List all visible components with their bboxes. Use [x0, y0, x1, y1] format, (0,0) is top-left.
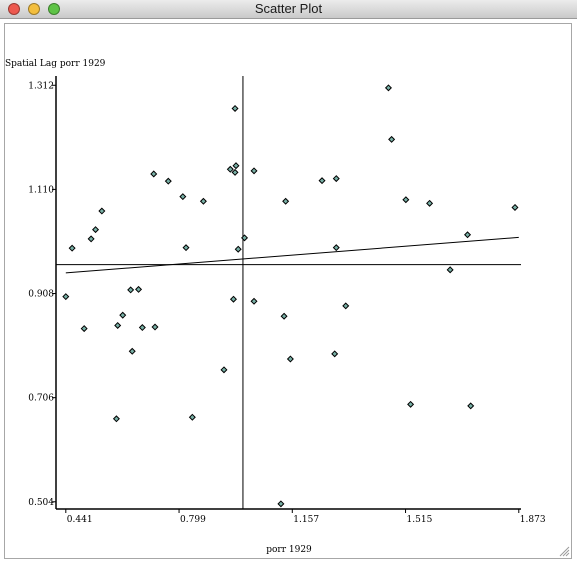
window-body: 0.504 0.706 0.908 1.110 1.312 0.441 0.799 1.157… [1, 19, 576, 563]
scatter-point [250, 167, 258, 175]
scatter-point [231, 168, 239, 176]
ticks-group: 0.504 0.706 0.908 1.110 1.312 0.441 0.799 1.157… [28, 81, 546, 525]
x-axis-label: porr 1929 [266, 545, 312, 555]
axes-group [55, 76, 521, 510]
resize-grip-icon[interactable] [558, 545, 570, 557]
scatter-point [231, 104, 239, 112]
scatter-point [182, 244, 190, 252]
points-group [62, 84, 519, 508]
scatter-point [282, 197, 290, 205]
scatter-point [114, 321, 122, 329]
minimize-button[interactable] [28, 3, 40, 15]
y-tick-label: 0.908 [28, 290, 54, 300]
zoom-button[interactable] [48, 3, 60, 15]
scatter-point [220, 366, 228, 374]
window-title: Scatter Plot [254, 1, 323, 16]
scatter-point [318, 177, 326, 185]
x-tick-label: 1.157 [293, 515, 319, 525]
y-tick-label: 0.706 [28, 394, 54, 404]
scatter-point [388, 135, 396, 143]
y-tick-label: 1.312 [28, 81, 54, 91]
scatter-point [407, 400, 415, 408]
regression-line [65, 236, 519, 274]
scatter-point [151, 323, 159, 331]
x-tick-label: 0.799 [180, 515, 206, 525]
scatter-point [241, 234, 249, 242]
scatter-point [467, 402, 475, 410]
y-axis-label: Spatial Lag porr 1929 [5, 59, 106, 69]
scatter-point [150, 170, 158, 178]
scatter-point [135, 285, 143, 293]
scatter-point [87, 235, 95, 243]
scatter-point [199, 197, 207, 205]
scatter-point [250, 297, 258, 305]
scatter-point [464, 231, 472, 239]
scatter-point [332, 244, 340, 252]
scatter-point [164, 177, 172, 185]
scatter-point [234, 245, 242, 253]
scatter-point [232, 162, 240, 170]
scatter-point [226, 165, 234, 173]
scatter-point [384, 84, 392, 92]
y-tick-label: 1.110 [28, 185, 54, 195]
scatter-point [511, 203, 519, 211]
plot-frame: 0.504 0.706 0.908 1.110 1.312 0.441 0.799 1.157… [4, 23, 572, 559]
window-titlebar[interactable]: Scatter Plot [0, 0, 577, 19]
scatter-point [62, 293, 70, 301]
scatter-point [446, 266, 454, 274]
scatter-point [280, 312, 288, 320]
scatter-point [138, 324, 146, 332]
scatter-chart: 0.504 0.706 0.908 1.110 1.312 0.441 0.799 1.157… [5, 59, 546, 555]
scatter-point [402, 196, 410, 204]
scatter-point [332, 175, 340, 183]
scatter-point [127, 286, 135, 294]
guides-group [56, 76, 521, 509]
y-tick-label: 0.504 [28, 498, 54, 508]
scatter-point [80, 325, 88, 333]
scatter-point [68, 244, 76, 252]
scatter-point [179, 193, 187, 201]
x-tick-label: 0.441 [67, 515, 93, 525]
scatter-point [277, 500, 285, 508]
scatter-point [229, 295, 237, 303]
scatter-point [119, 311, 127, 319]
scatter-point [128, 347, 136, 355]
scatter-point [286, 355, 294, 363]
x-tick-label: 1.515 [407, 515, 433, 525]
scatter-point [342, 302, 350, 310]
scatter-point [112, 415, 120, 423]
close-button[interactable] [8, 3, 20, 15]
scatter-point [188, 413, 196, 421]
scatter-point [98, 207, 106, 215]
scatter-point [426, 199, 434, 207]
x-tick-label: 1.873 [520, 515, 546, 525]
scatter-point [92, 226, 100, 234]
scatter-point [331, 350, 339, 358]
